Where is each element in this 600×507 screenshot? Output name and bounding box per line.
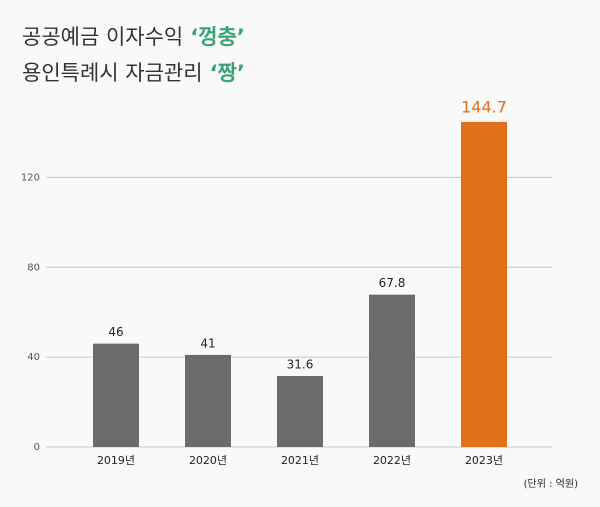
y-tick-label: 80	[27, 262, 40, 273]
value-label: 67.8	[379, 276, 406, 290]
y-tick-label: 120	[21, 172, 40, 183]
title-line: 공공예금 이자수익 ‘껑충’	[22, 25, 245, 49]
x-tick-label: 2020년	[189, 454, 227, 467]
bar	[369, 294, 415, 447]
bar	[277, 376, 323, 447]
x-tick-label: 2023년	[465, 454, 503, 467]
bar	[461, 121, 507, 447]
title-line: 용인특례시 자금관리 ‘짱’	[22, 61, 245, 85]
value-label: 31.6	[287, 358, 314, 372]
x-tick-label: 2022년	[373, 454, 411, 467]
bar	[93, 343, 139, 447]
value-label: 46	[108, 325, 123, 339]
value-label: 41	[200, 336, 215, 350]
y-tick-label: 0	[34, 442, 40, 453]
unit-note: (단위 : 억원)	[524, 477, 578, 490]
title-highlight: ‘껑충’	[190, 25, 245, 49]
title-highlight: ‘짱’	[210, 61, 245, 85]
bar	[185, 354, 231, 447]
value-label: 144.7	[461, 97, 507, 116]
x-tick-label: 2021년	[281, 454, 319, 467]
y-tick-label: 40	[27, 352, 40, 363]
x-tick-label: 2019년	[97, 454, 135, 467]
title-text: 공공예금 이자수익	[22, 25, 183, 49]
title-text: 용인특례시 자금관리	[22, 61, 203, 85]
